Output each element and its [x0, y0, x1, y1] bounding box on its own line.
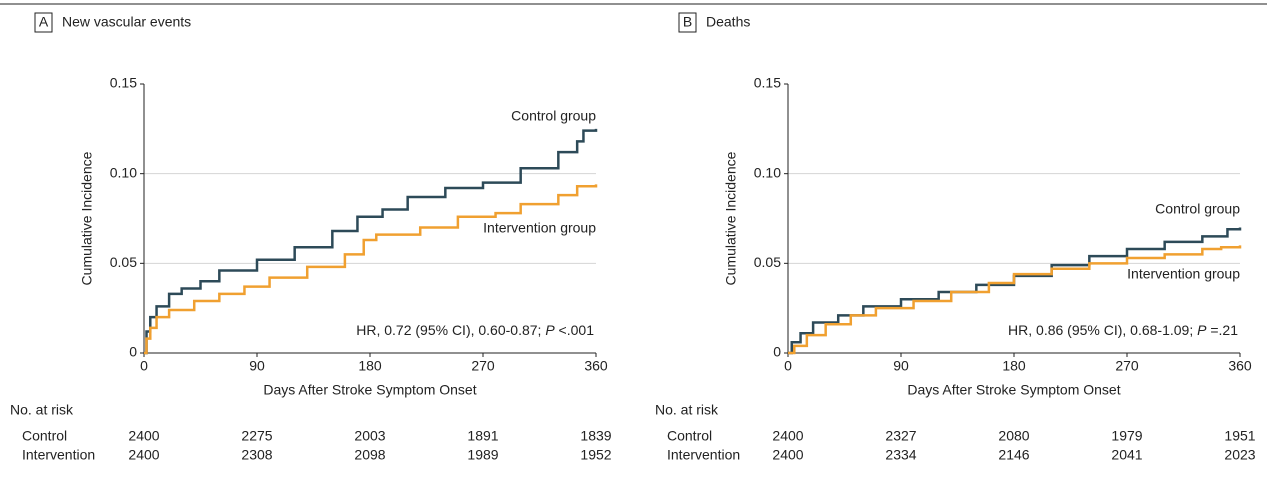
risk-count: 2400 [772, 428, 803, 444]
risk-count: 1951 [1224, 428, 1255, 444]
curve [788, 227, 1242, 355]
risk-count: 2003 [354, 428, 385, 444]
risk-row-name: Control [667, 428, 712, 444]
annotation-part: HR, 0.86 (95% CI), 0.68-1.09; [1008, 322, 1197, 338]
risk-count: 2098 [354, 447, 385, 463]
series-label: Intervention group [1127, 266, 1240, 282]
annotation-part: =.21 [1206, 322, 1238, 338]
risk-count: 2400 [128, 428, 159, 444]
x-tick-label: 0 [140, 358, 148, 374]
risk-count: 1979 [1111, 428, 1142, 444]
y-tick-label: 0 [129, 344, 137, 360]
y-axis-title: Cumulative Incidence [79, 151, 95, 285]
annotation-part: P [1197, 322, 1207, 338]
panel-box [678, 12, 697, 33]
y-tick-label: 0.05 [110, 254, 137, 270]
risk-count: 2275 [241, 428, 272, 444]
x-tick-label: 270 [471, 358, 495, 374]
panel-letter: B [683, 14, 692, 30]
x-axis-title: Days After Stroke Symptom Onset [263, 382, 476, 398]
panel-title: Deaths [706, 14, 750, 30]
x-tick-label: 0 [784, 358, 792, 374]
x-tick-label: 270 [1115, 358, 1139, 374]
x-tick-label: 360 [1228, 358, 1252, 374]
x-tick-label: 180 [358, 358, 382, 374]
y-tick-label: 0.15 [754, 75, 781, 91]
x-tick-label: 90 [893, 358, 909, 374]
curve [788, 245, 1242, 355]
y-axis-title: Cumulative Incidence [723, 151, 739, 285]
risk-row-name: Intervention [667, 447, 740, 463]
risk-count: 1891 [467, 428, 498, 444]
x-tick-label: 180 [1002, 358, 1026, 374]
y-tick-label: 0.15 [110, 75, 137, 91]
risk-count: 2400 [128, 447, 159, 463]
panel-letter: A [39, 14, 49, 30]
series-label: Control group [511, 108, 596, 124]
risk-count: 2041 [1111, 447, 1142, 463]
risk-count: 1839 [580, 428, 611, 444]
series-label: Control group [1155, 201, 1240, 217]
risk-row-name: Control [22, 428, 67, 444]
annotation: HR, 0.72 (95% CI), 0.60-0.87; P <.001 [356, 322, 594, 338]
risk-count: 2146 [998, 447, 1029, 463]
risk-count: 1989 [467, 447, 498, 463]
x-tick-label: 90 [249, 358, 265, 374]
risk-count: 2327 [885, 428, 916, 444]
annotation-part: P [545, 322, 555, 338]
panel-title: New vascular events [62, 14, 191, 30]
risk-count: 2023 [1224, 447, 1255, 463]
annotation: HR, 0.86 (95% CI), 0.68-1.09; P =.21 [1008, 322, 1238, 338]
risk-table-title: No. at risk [10, 402, 74, 418]
series-label: Intervention group [483, 220, 596, 236]
risk-count: 2400 [772, 447, 803, 463]
y-tick-label: 0.10 [754, 164, 781, 180]
y-tick-label: 0 [773, 344, 781, 360]
curve [144, 128, 598, 355]
risk-table-title: No. at risk [655, 402, 719, 418]
curve [144, 184, 598, 355]
x-axis-title: Days After Stroke Symptom Onset [907, 382, 1120, 398]
annotation-part: HR, 0.72 (95% CI), 0.60-0.87; [356, 322, 545, 338]
y-tick-label: 0.05 [754, 254, 781, 270]
panel-box [34, 12, 53, 33]
risk-count: 2080 [998, 428, 1029, 444]
risk-row-name: Intervention [22, 447, 95, 463]
risk-count: 2334 [885, 447, 916, 463]
risk-count: 2308 [241, 447, 272, 463]
risk-count: 1952 [580, 447, 611, 463]
x-tick-label: 360 [584, 358, 608, 374]
y-tick-label: 0.10 [110, 164, 137, 180]
annotation-part: <.001 [555, 322, 595, 338]
